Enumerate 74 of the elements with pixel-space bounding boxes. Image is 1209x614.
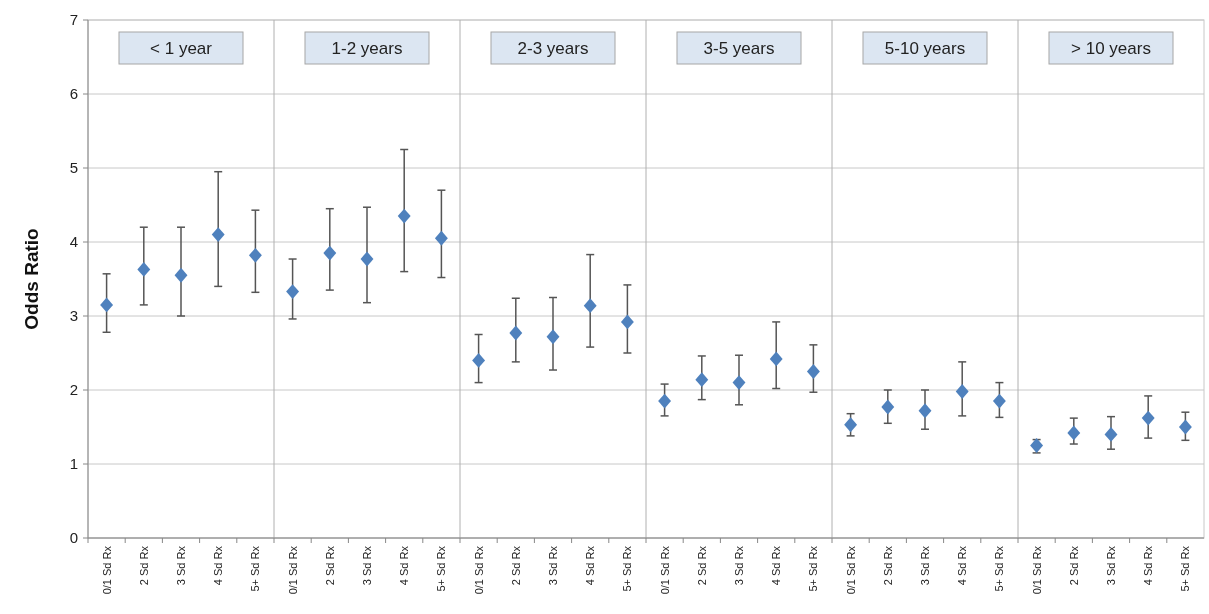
- x-tick-label: 5+ Sd Rx: [621, 545, 634, 592]
- point: [732, 375, 746, 391]
- y-tick-label: 7: [69, 11, 78, 28]
- point: [695, 372, 709, 388]
- point: [509, 325, 523, 341]
- point: [806, 364, 820, 379]
- y-tick-label: 2: [69, 381, 78, 398]
- x-tick-label: 4 Sd Rx: [212, 545, 225, 586]
- point: [323, 245, 337, 261]
- annotation: 5-10 years: [884, 39, 966, 58]
- y-tick-label: 1: [69, 455, 78, 472]
- x-tick-label: 4 Sd Rx: [770, 545, 783, 586]
- x-tick-label: 4 Sd Rx: [584, 545, 597, 586]
- x-tick-label: 2 Sd Rx: [695, 545, 708, 586]
- annotation: < 1 year: [150, 39, 213, 58]
- annotation: 3-5 years: [703, 39, 775, 58]
- y-tick-label: 3: [69, 307, 78, 324]
- x-tick-label: 3 Sd Rx: [175, 545, 187, 586]
- point: [955, 384, 969, 399]
- point: [434, 230, 448, 246]
- x-tick-label: 2 Sd Rx: [1067, 545, 1080, 586]
- point: [100, 297, 114, 313]
- y-tick-label: 5: [69, 159, 78, 176]
- point: [174, 267, 188, 283]
- x-tick-label: 2 Sd Rx: [881, 545, 894, 586]
- x-tick-label: 5+ Sd Rx: [1179, 545, 1192, 592]
- y-tick-label: 0: [69, 529, 78, 546]
- point: [918, 403, 932, 419]
- point: [546, 329, 560, 345]
- x-tick-label: 0/1 Sd Rx: [658, 545, 671, 595]
- point: [881, 399, 895, 415]
- x-tick-label: 0/1 Sd Rx: [286, 545, 299, 595]
- annotation: 2-3 years: [517, 39, 589, 58]
- x-tick-label: 0/1 Sd Rx: [1030, 545, 1043, 595]
- point: [620, 314, 634, 330]
- y-axis-title: Odds Ratio: [21, 228, 42, 330]
- x-tick-label: 4 Sd Rx: [1142, 545, 1155, 586]
- y-tick-label: 4: [69, 233, 78, 250]
- x-tick-label: 3 Sd Rx: [361, 545, 373, 586]
- x-tick-label: 3 Sd Rx: [733, 545, 745, 586]
- point: [211, 227, 225, 243]
- x-tick-label: 5+ Sd Rx: [435, 545, 448, 592]
- x-tick-label: 0/1 Sd Rx: [472, 545, 485, 595]
- x-tick-label: 3 Sd Rx: [547, 545, 559, 586]
- x-tick-label: 3 Sd Rx: [919, 545, 931, 586]
- x-tick-label: 5+ Sd Rx: [807, 545, 820, 592]
- x-tick-label: 2 Sd Rx: [509, 545, 522, 586]
- point: [137, 261, 151, 277]
- x-tick-label: 0/1 Sd Rx: [100, 545, 113, 595]
- point: [397, 208, 411, 224]
- point: [583, 298, 597, 314]
- x-tick-label: 4 Sd Rx: [956, 545, 969, 586]
- x-tick-label: 3 Sd Rx: [1105, 545, 1117, 586]
- annotation: 1-2 years: [331, 39, 403, 58]
- point: [769, 351, 783, 367]
- annotation: > 10 years: [1071, 39, 1151, 58]
- x-tick-label: 0/1 Sd Rx: [844, 545, 857, 595]
- point: [472, 352, 486, 368]
- point: [1067, 425, 1081, 441]
- point: [360, 251, 374, 267]
- point: [286, 284, 300, 300]
- point: [1178, 419, 1192, 435]
- x-tick-label: 5+ Sd Rx: [249, 545, 262, 592]
- x-tick-label: 2 Sd Rx: [323, 545, 336, 586]
- point: [1104, 426, 1118, 442]
- point: [992, 393, 1006, 409]
- x-tick-label: 2 Sd Rx: [137, 545, 150, 586]
- y-tick-label: 6: [69, 85, 78, 102]
- point: [844, 417, 858, 433]
- point: [248, 247, 262, 263]
- point: [658, 393, 672, 409]
- point: [1141, 410, 1155, 426]
- x-tick-label: 4 Sd Rx: [398, 545, 411, 586]
- x-tick-label: 5+ Sd Rx: [993, 545, 1006, 592]
